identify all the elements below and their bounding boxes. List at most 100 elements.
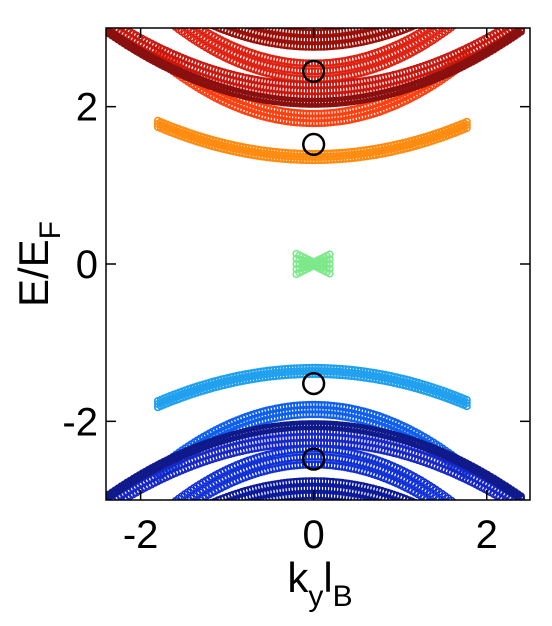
band-marker [448,513,454,519]
band-marker [157,0,163,1]
band-marker [182,0,188,1]
x-axis-label-sub2: B [333,580,353,613]
band-marker [166,502,172,508]
band-marker [227,15,233,21]
band-marker [463,0,469,3]
band-marker [506,558,512,564]
band-marker [408,497,416,500]
band-marker [466,520,472,526]
band-marker [466,543,472,549]
band-marker [226,499,228,500]
band-marker [206,515,212,521]
band-marker [236,18,242,24]
band-marker [447,496,456,500]
band-marker [408,28,416,31]
band-12 [106,420,525,500]
band-marker [460,539,466,545]
band-marker [512,18,518,24]
band-marker [460,525,466,531]
band-marker [518,14,524,20]
band-marker [415,14,421,20]
band-marker [412,8,418,14]
band-marker [185,0,191,3]
band-marker [166,536,172,542]
band-marker [115,558,121,564]
band-marker [466,528,472,534]
band-marker [182,2,188,8]
band-marker [166,0,172,6]
band-marker [176,523,182,529]
band-marker [103,583,109,589]
band-marker [457,530,463,536]
band-marker [325,269,334,278]
band-marker [325,250,334,259]
band-marker [442,521,448,527]
band-marker [445,523,451,529]
band-marker [503,562,509,568]
band-marker [463,534,469,540]
band-marker [518,502,524,508]
band-marker [445,0,451,5]
band-marker [400,509,406,515]
band-marker [112,561,118,567]
band-marker [212,16,218,22]
band-marker [388,17,394,23]
band-marker [166,510,172,516]
band-marker [509,569,515,575]
band-marker [124,565,130,571]
band-marker [478,0,484,5]
band-marker [439,513,445,519]
band-marker [503,554,509,560]
band-marker [215,511,221,517]
band-marker [436,0,442,3]
band-marker [160,523,166,529]
band-marker [487,558,493,564]
band-marker [170,499,175,500]
band-marker [415,508,421,514]
band-marker [233,505,239,511]
band-marker [191,14,197,20]
band-marker [212,513,218,519]
band-marker [424,519,430,525]
band-marker [112,568,118,574]
band-marker [412,514,418,520]
band-marker [197,9,203,15]
band-marker [463,4,469,10]
band-marker [433,12,439,18]
band-marker [112,569,118,575]
band-marker [218,510,224,516]
band-marker [182,527,188,533]
band-marker [179,21,185,27]
band-marker [445,503,451,509]
band-marker [373,499,378,500]
band-marker [176,511,182,517]
band-marker [179,509,185,515]
band-marker [115,499,121,500]
band-marker [386,28,395,32]
band-marker [203,12,209,18]
band-marker [433,5,439,11]
band-marker [462,395,471,404]
band-marker [163,523,169,529]
band-marker [176,10,182,16]
band-marker [491,560,497,566]
band-marker [206,7,212,13]
band-marker [249,499,254,500]
band-marker [188,503,194,509]
band-marker [118,570,124,576]
band-marker [179,501,185,507]
band-marker [115,565,121,571]
band-marker [500,553,506,559]
band-marker [130,561,136,567]
band-marker [391,16,397,22]
band-marker [460,523,466,529]
band-marker [418,5,424,11]
band-marker [457,0,463,5]
band-marker [442,7,448,13]
band-marker [124,558,130,564]
band-marker [430,0,436,6]
band-marker [103,576,109,582]
band-marker [206,508,212,514]
band-marker [403,12,409,18]
band-marker [460,507,466,513]
